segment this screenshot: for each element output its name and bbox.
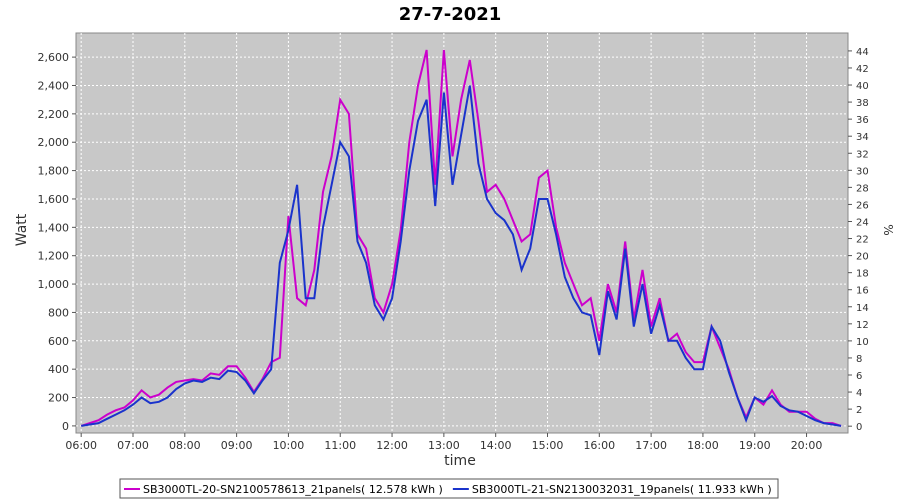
x-tick-label: 12:00 xyxy=(376,439,408,452)
y2-tick-label: 24 xyxy=(856,217,869,228)
x-tick-label: 10:00 xyxy=(273,439,305,452)
y2-tick-label: 6 xyxy=(856,371,862,382)
y2-tick-label: 8 xyxy=(856,354,862,365)
y2-tick-label: 32 xyxy=(856,149,869,160)
y2-tick-label: 14 xyxy=(856,303,869,314)
y2-tick-label: 4 xyxy=(856,388,862,399)
x-tick-label: 15:00 xyxy=(532,439,564,452)
y2-tick-label: 26 xyxy=(856,200,869,211)
legend-label: SB3000TL-20-SN2100578613_21panels( 12.57… xyxy=(143,483,443,496)
y2-tick-label: 42 xyxy=(856,64,869,75)
y-tick-label: 200 xyxy=(48,392,69,405)
y2-tick-label: 16 xyxy=(856,286,869,297)
legend-label: SB3000TL-21-SN2130032031_19panels( 11.93… xyxy=(472,483,772,496)
x-tick-label: 11:00 xyxy=(324,439,356,452)
y2-axis-label: % xyxy=(881,224,895,235)
y2-tick-label: 20 xyxy=(856,252,869,263)
y2-tick-label: 2 xyxy=(856,405,862,416)
y-tick-label: 800 xyxy=(48,306,69,319)
y-tick-label: 1,600 xyxy=(38,193,70,206)
x-tick-label: 20:00 xyxy=(791,439,823,452)
x-tick-label: 07:00 xyxy=(117,439,149,452)
y2-tick-label: 34 xyxy=(856,132,869,143)
y-tick-label: 600 xyxy=(48,335,69,348)
x-axis-label: time xyxy=(444,453,476,469)
y2-tick-label: 22 xyxy=(856,235,869,246)
x-tick-label: 18:00 xyxy=(687,439,719,452)
y-tick-label: 2,400 xyxy=(38,79,70,92)
x-tick-label: 08:00 xyxy=(169,439,201,452)
y2-tick-label: 36 xyxy=(856,115,869,126)
y2-tick-label: 18 xyxy=(856,269,869,280)
y-tick-label: 0 xyxy=(62,420,69,433)
y2-tick-label: 30 xyxy=(856,166,869,177)
y2-tick-label: 44 xyxy=(856,47,869,58)
x-tick-label: 06:00 xyxy=(65,439,97,452)
x-tick-label: 19:00 xyxy=(739,439,771,452)
y-tick-label: 2,200 xyxy=(38,108,70,121)
x-tick-label: 16:00 xyxy=(583,439,615,452)
y-tick-label: 1,200 xyxy=(38,250,70,263)
series-line xyxy=(80,49,842,427)
series-line xyxy=(81,85,842,427)
y2-tick-label: 10 xyxy=(856,337,869,348)
y-tick-label: 400 xyxy=(48,363,69,376)
y2-tick-label: 28 xyxy=(856,183,869,194)
y-tick-label: 1,800 xyxy=(38,165,70,178)
chart-title: 27-7-2021 xyxy=(399,4,502,25)
x-tick-label: 14:00 xyxy=(480,439,512,452)
y2-tick-label: 38 xyxy=(856,98,869,109)
x-tick-label: 09:00 xyxy=(221,439,253,452)
y-tick-label: 1,000 xyxy=(38,278,70,291)
x-tick-label: 13:00 xyxy=(428,439,460,452)
x-tick-label: 17:00 xyxy=(635,439,667,452)
y-tick-label: 2,000 xyxy=(38,136,70,149)
y2-tick-label: 12 xyxy=(856,320,869,331)
legend xyxy=(119,478,779,499)
y-tick-label: 1,400 xyxy=(38,221,70,234)
y-axis-label: Watt xyxy=(14,213,30,246)
y2-tick-label: 0 xyxy=(856,422,862,433)
y2-tick-label: 40 xyxy=(856,81,869,92)
y-tick-label: 2,600 xyxy=(38,51,70,64)
